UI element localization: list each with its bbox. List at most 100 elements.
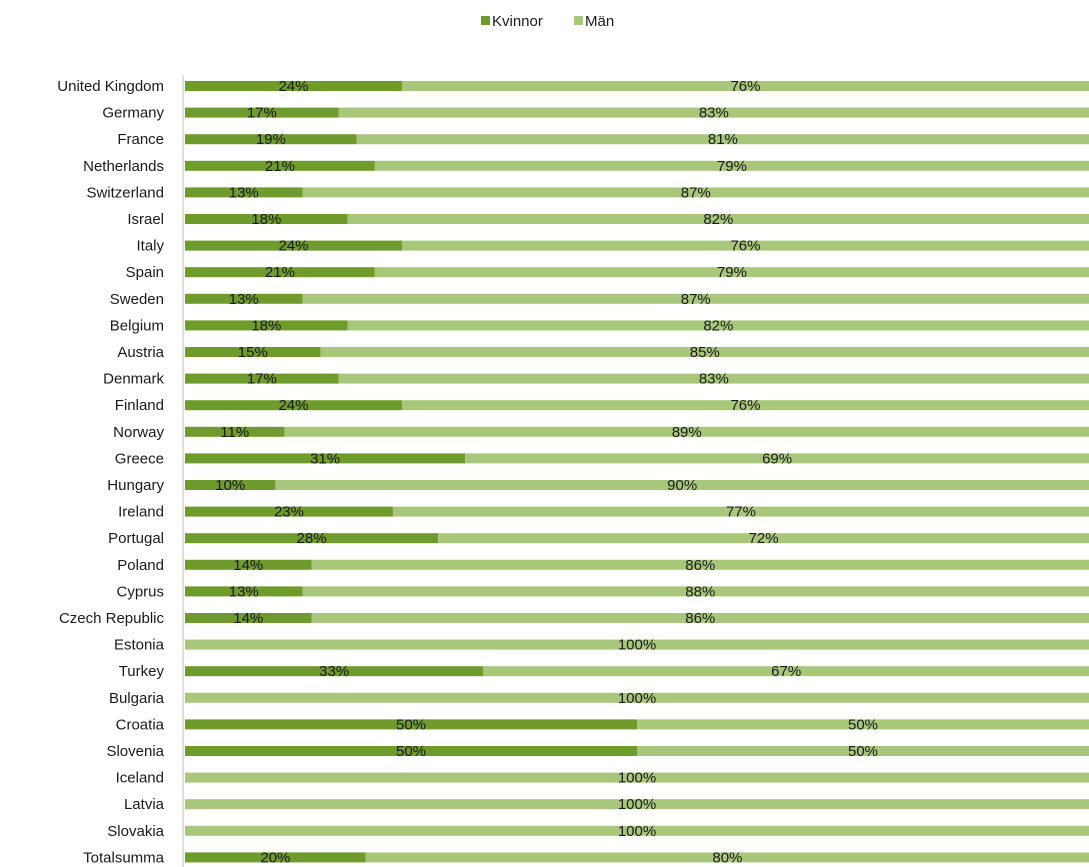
- bar-man-hungary: [275, 480, 1089, 490]
- data-label-kvinnor-united-kingdom: 24%: [278, 78, 308, 95]
- bar-kvinnor-israel: [185, 214, 348, 224]
- data-label-kvinnor-poland: 14%: [233, 557, 263, 574]
- data-label-man-norway: 89%: [672, 424, 702, 441]
- bar-man-israel: [347, 214, 1089, 224]
- bar-man-belgium: [347, 320, 1089, 331]
- data-label-kvinnor-netherlands: 21%: [265, 158, 295, 175]
- bar-man-poland: [311, 559, 1089, 570]
- category-label-hungary: Hungary: [107, 477, 164, 494]
- bar-kvinnor-netherlands: [185, 160, 375, 171]
- data-label-man-portugal: 72%: [749, 530, 779, 547]
- bar-man-austria: [320, 347, 1089, 357]
- category-label-totalsumma: Totalsumma: [83, 849, 165, 866]
- data-label-man-netherlands: 79%: [717, 158, 747, 175]
- bar-man-estonia: [185, 639, 1089, 650]
- bar-kvinnor-poland: [185, 559, 312, 570]
- bar-man-slovakia: [185, 825, 1089, 836]
- bar-man-portugal: [438, 533, 1089, 544]
- data-label-kvinnor-germany: 17%: [247, 105, 277, 122]
- data-label-man-ireland: 77%: [726, 504, 756, 521]
- bar-kvinnor-spain: [185, 267, 375, 278]
- data-label-man-france: 81%: [708, 131, 738, 148]
- bar-kvinnor-czech-republic: [185, 613, 312, 623]
- category-label-cyprus: Cyprus: [116, 583, 164, 600]
- bar-kvinnor-united-kingdom: [185, 81, 402, 91]
- data-label-kvinnor-ireland: 23%: [274, 504, 304, 521]
- bar-kvinnor-portugal: [185, 533, 439, 544]
- category-label-austria: Austria: [117, 344, 164, 361]
- bar-man-italy: [401, 240, 1089, 251]
- data-label-kvinnor-sweden: 13%: [229, 291, 259, 308]
- category-label-estonia: Estonia: [114, 637, 165, 654]
- data-label-kvinnor-denmark: 17%: [247, 371, 277, 388]
- category-label-czech-republic: Czech Republic: [59, 610, 165, 627]
- bar-man-iceland: [185, 772, 1089, 783]
- data-label-kvinnor-belgium: 18%: [251, 317, 281, 334]
- category-label-greece: Greece: [115, 450, 164, 467]
- category-label-bulgaria: Bulgaria: [109, 690, 165, 707]
- bar-man-france: [356, 134, 1089, 145]
- data-label-man-turkey: 67%: [771, 663, 801, 680]
- category-label-denmark: Denmark: [103, 371, 164, 388]
- bar-man-spain: [374, 267, 1089, 278]
- bar-kvinnor-france: [185, 134, 357, 145]
- bar-man-bulgaria: [185, 692, 1089, 703]
- data-label-man-united-kingdom: 76%: [730, 78, 760, 95]
- data-label-man-germany: 83%: [699, 105, 729, 122]
- bar-kvinnor-sweden: [185, 293, 303, 304]
- bar-man-denmark: [338, 373, 1089, 384]
- legend-swatch-kvinnor: [481, 16, 490, 25]
- category-label-germany: Germany: [102, 105, 164, 122]
- bar-man-slovenia: [637, 746, 1089, 756]
- data-label-kvinnor-greece: 31%: [310, 450, 340, 467]
- category-label-united-kingdom: United Kingdom: [57, 78, 164, 95]
- bar-man-cyprus: [302, 586, 1089, 597]
- data-label-kvinnor-switzerland: 13%: [229, 184, 259, 201]
- bar-man-norway: [284, 426, 1089, 437]
- data-label-man-finland: 76%: [730, 397, 760, 414]
- data-label-man-hungary: 90%: [667, 477, 697, 494]
- bar-kvinnor-greece: [185, 453, 466, 464]
- category-label-turkey: Turkey: [119, 663, 165, 680]
- category-label-netherlands: Netherlands: [83, 158, 164, 175]
- legend: Kvinnor Män: [481, 13, 614, 30]
- data-label-man-latvia: 100%: [618, 796, 656, 813]
- data-label-man-estonia: 100%: [618, 637, 656, 654]
- data-label-man-switzerland: 87%: [681, 184, 711, 201]
- bar-kvinnor-norway: [185, 426, 285, 437]
- bar-man-turkey: [483, 666, 1089, 677]
- data-label-man-iceland: 100%: [618, 770, 656, 787]
- category-label-slovenia: Slovenia: [106, 743, 164, 760]
- data-label-kvinnor-portugal: 28%: [297, 530, 327, 547]
- bar-kvinnor-austria: [185, 347, 321, 357]
- data-label-kvinnor-israel: 18%: [251, 211, 281, 228]
- category-label-sweden: Sweden: [110, 291, 164, 308]
- category-label-croatia: Croatia: [116, 716, 165, 733]
- bar-kvinnor-turkey: [185, 666, 484, 677]
- bar-man-ireland: [392, 506, 1089, 517]
- category-label-spain: Spain: [126, 264, 164, 281]
- bar-man-finland: [401, 400, 1089, 411]
- category-label-italy: Italy: [136, 238, 164, 255]
- bar-kvinnor-totalsumma: [185, 852, 366, 863]
- category-label-norway: Norway: [113, 424, 164, 441]
- bar-man-sweden: [302, 293, 1089, 304]
- data-label-man-denmark: 83%: [699, 371, 729, 388]
- data-label-kvinnor-finland: 24%: [278, 397, 308, 414]
- bar-kvinnor-hungary: [185, 480, 276, 490]
- data-label-man-israel: 82%: [703, 211, 733, 228]
- data-label-kvinnor-czech-republic: 14%: [233, 610, 263, 627]
- legend-label-man: Män: [585, 13, 614, 30]
- data-label-man-totalsumma: 80%: [712, 849, 742, 866]
- data-label-man-slovenia: 50%: [848, 743, 878, 760]
- legend-swatch-man: [574, 16, 583, 25]
- category-label-ireland: Ireland: [118, 504, 164, 521]
- data-label-man-slovakia: 100%: [618, 823, 656, 840]
- category-label-switzerland: Switzerland: [86, 184, 164, 201]
- bar-kvinnor-switzerland: [185, 187, 303, 198]
- bar-man-switzerland: [302, 187, 1089, 198]
- legend-label-kvinnor: Kvinnor: [492, 13, 543, 30]
- data-label-kvinnor-totalsumma: 20%: [260, 849, 290, 866]
- category-label-slovakia: Slovakia: [107, 823, 164, 840]
- data-label-man-sweden: 87%: [681, 291, 711, 308]
